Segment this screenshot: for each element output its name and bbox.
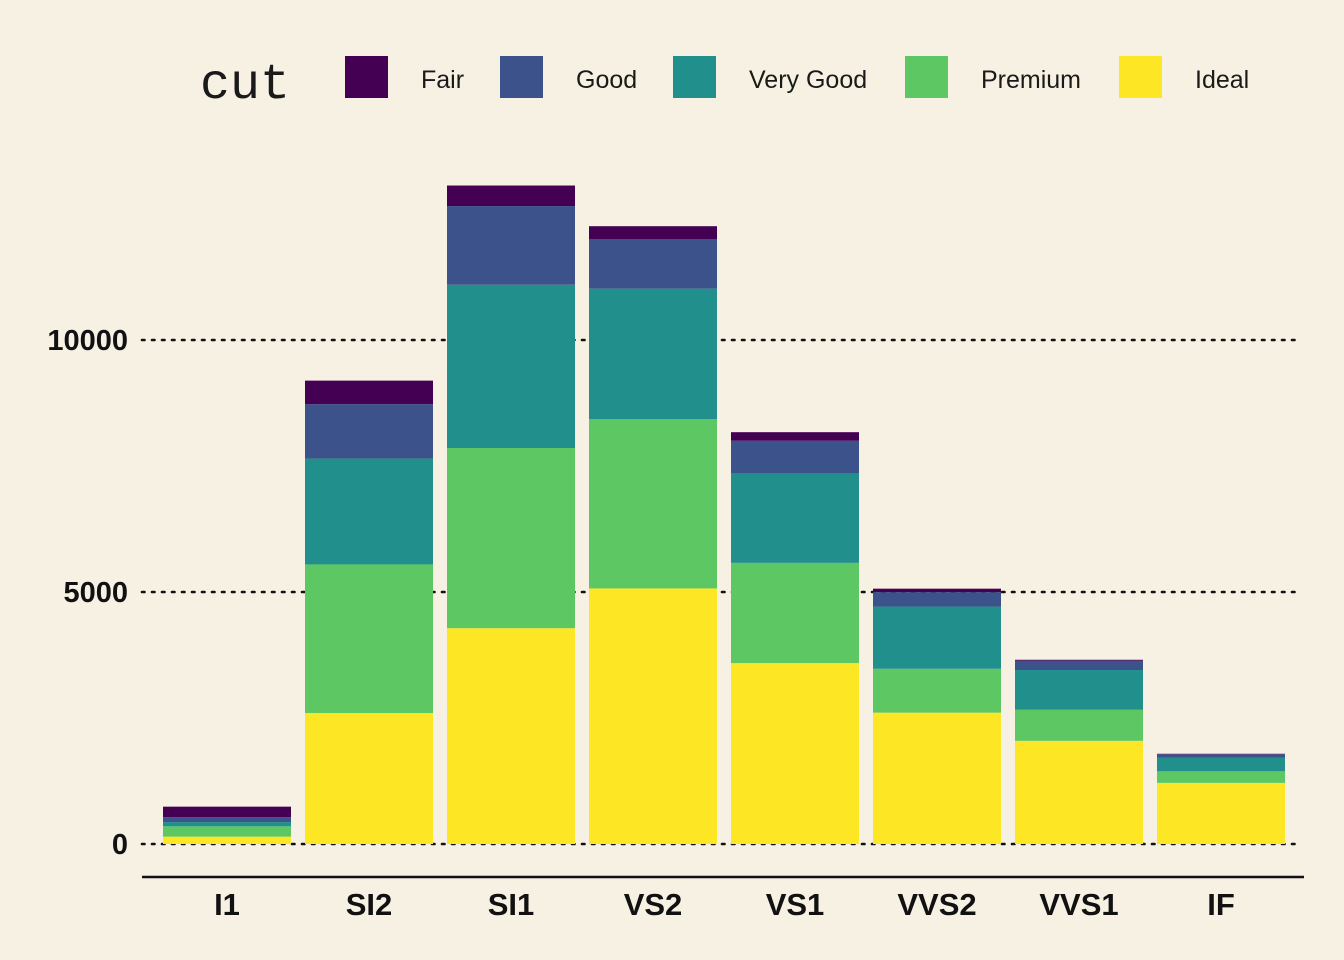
- bar-if-very-good: [1157, 757, 1285, 772]
- bar-vs1-good: [731, 440, 859, 474]
- bar-vvs2-fair: [873, 588, 1001, 593]
- bar-group-i1: [163, 806, 291, 844]
- bar-vvs1-ideal: [1015, 740, 1143, 844]
- x-tick-label-si1: SI1: [488, 887, 535, 922]
- bar-vvs1-good: [1015, 660, 1143, 671]
- bar-si2-fair: [305, 380, 433, 405]
- bar-group-vvs1: [1015, 659, 1143, 844]
- bar-i1-good: [163, 817, 291, 823]
- bar-vs2-ideal: [589, 588, 717, 844]
- bar-si2-premium: [305, 564, 433, 714]
- legend-key-very-good: [673, 56, 716, 98]
- x-tick-label-si2: SI2: [346, 887, 393, 922]
- bar-vvs2-good: [873, 592, 1001, 607]
- legend-label-ideal: Ideal: [1195, 66, 1249, 94]
- bar-vs2-fair: [589, 226, 717, 240]
- bar-group-vvs2: [873, 588, 1001, 844]
- bar-si1-premium: [447, 448, 575, 629]
- bars: [163, 185, 1285, 844]
- x-tick-label-if: IF: [1207, 887, 1235, 922]
- bar-si1-very-good: [447, 284, 575, 449]
- bar-vs2-good: [589, 239, 717, 289]
- bar-group-if: [1157, 753, 1285, 844]
- x-tick-label-vvs2: VVS2: [897, 887, 976, 922]
- bar-si1-ideal: [447, 628, 575, 844]
- legend-key-good: [500, 56, 543, 98]
- x-tick-label-vs1: VS1: [766, 887, 825, 922]
- legend: cut Fair Good Very Good Premium Ideal: [200, 56, 1249, 114]
- bar-si1-fair: [447, 185, 575, 207]
- bar-vs1-ideal: [731, 663, 859, 844]
- legend-title: cut: [200, 57, 290, 114]
- bar-vs1-very-good: [731, 473, 859, 563]
- x-tick-label-vs2: VS2: [624, 887, 683, 922]
- legend-label-fair: Fair: [421, 66, 464, 94]
- bar-group-vs1: [731, 432, 859, 844]
- bar-vvs2-very-good: [873, 606, 1001, 669]
- bar-vvs2-ideal: [873, 712, 1001, 844]
- legend-label-premium: Premium: [981, 66, 1081, 94]
- legend-key-premium: [905, 56, 948, 98]
- bar-group-si2: [305, 380, 433, 844]
- bar-vvs1-fair: [1015, 659, 1143, 661]
- bar-vs2-very-good: [589, 288, 717, 420]
- x-tick-label-i1: I1: [214, 887, 240, 922]
- y-tick-label-5000: 5000: [63, 577, 128, 609]
- bar-vvs1-premium: [1015, 709, 1143, 741]
- bar-vs1-fair: [731, 432, 859, 441]
- y-axis: 0 5000 10000: [47, 325, 128, 861]
- bar-i1-fair: [163, 806, 291, 818]
- bar-si1-good: [447, 206, 575, 285]
- bar-vvs1-very-good: [1015, 670, 1143, 710]
- bar-vvs2-premium: [873, 668, 1001, 713]
- bar-si2-very-good: [305, 458, 433, 565]
- bar-i1-very-good: [163, 822, 291, 827]
- legend-key-fair: [345, 56, 388, 98]
- x-tick-label-vvs1: VVS1: [1039, 887, 1118, 922]
- legend-label-very-good: Very Good: [749, 66, 867, 94]
- bar-i1-premium: [163, 826, 291, 837]
- legend-label-good: Good: [576, 66, 637, 94]
- y-tick-label-10000: 10000: [47, 325, 128, 357]
- bar-if-premium: [1157, 771, 1285, 783]
- bar-group-vs2: [589, 226, 717, 844]
- x-axis: I1 SI2 SI1 VS2 VS1 VVS2 VVS1 IF: [142, 875, 1304, 922]
- bar-si2-ideal: [305, 713, 433, 844]
- bar-si2-good: [305, 404, 433, 459]
- bar-group-si1: [447, 185, 575, 844]
- bar-if-good: [1157, 754, 1285, 758]
- y-tick-label-0: 0: [112, 829, 128, 861]
- bar-vs1-premium: [731, 562, 859, 664]
- legend-key-ideal: [1119, 56, 1162, 98]
- bar-vs2-premium: [589, 419, 717, 589]
- bar-if-ideal: [1157, 782, 1285, 844]
- bar-i1-ideal: [163, 836, 291, 844]
